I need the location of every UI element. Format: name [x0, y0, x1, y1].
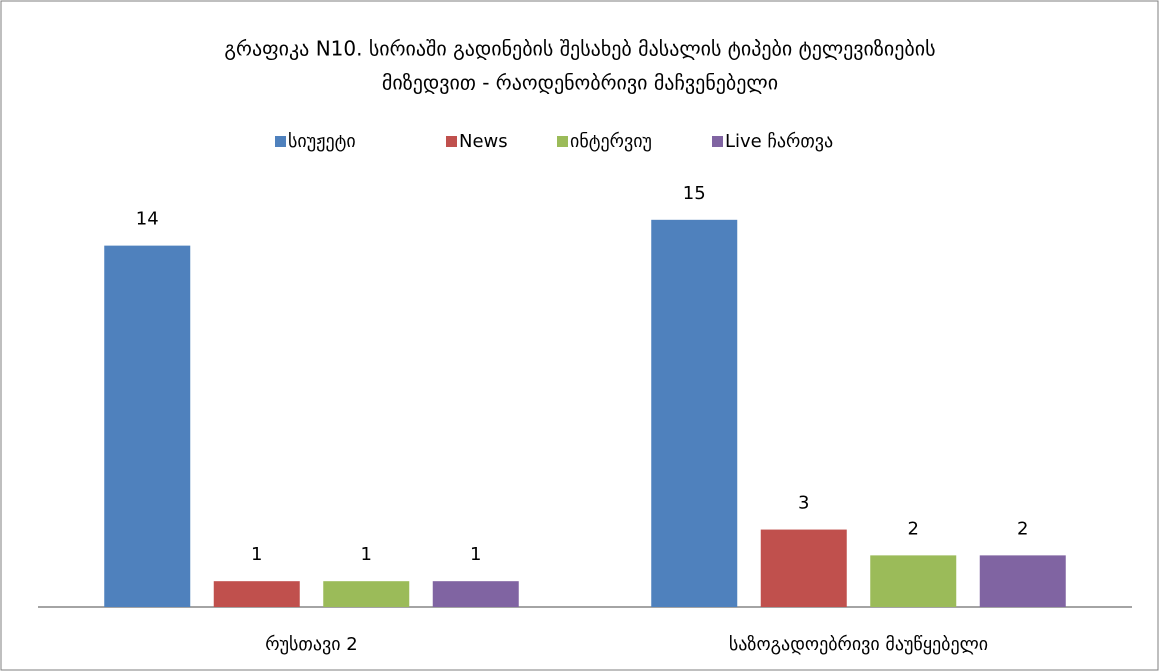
- legend-swatch: [557, 136, 568, 147]
- legend-label: News: [459, 131, 508, 152]
- bar: [870, 555, 957, 607]
- chart-title: მიზედვით - რაოდენობრივი მაჩვენებელი: [382, 71, 778, 95]
- legend-label: სიუჟეტი: [288, 131, 356, 152]
- legend-label: ინტერვიუ: [570, 131, 652, 152]
- bar: [213, 581, 300, 607]
- bar: [104, 245, 191, 607]
- bar: [979, 555, 1066, 607]
- data-label: 15: [683, 183, 706, 204]
- data-label: 1: [361, 544, 372, 565]
- legend-swatch: [446, 136, 457, 147]
- bar: [323, 581, 410, 607]
- chart-title: გრაფიკა N10. სირიაში გადინების შესახებ მ…: [224, 37, 935, 61]
- data-label: 14: [136, 209, 159, 230]
- data-label: 1: [251, 544, 262, 565]
- data-label: 2: [908, 518, 919, 539]
- data-label: 1: [470, 544, 481, 565]
- bar: [651, 219, 738, 607]
- data-label: 3: [798, 493, 809, 514]
- bar: [432, 581, 519, 607]
- legend-swatch: [275, 136, 286, 147]
- bar: [760, 529, 847, 607]
- x-tick-label: რუსთავი 2: [265, 634, 357, 655]
- legend-label: Live ჩართვა: [725, 131, 833, 152]
- legend-swatch: [712, 136, 723, 147]
- data-label: 2: [1017, 518, 1028, 539]
- x-tick-label: საზოგადოებრივი მაუწყებელი: [729, 634, 988, 655]
